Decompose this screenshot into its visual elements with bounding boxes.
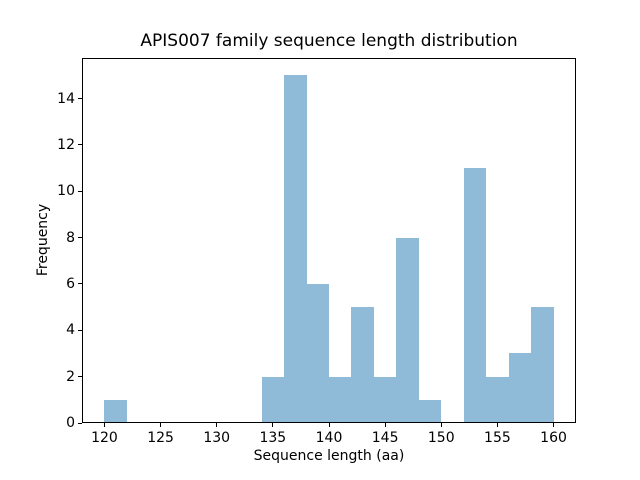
y-tick-mark <box>78 98 82 100</box>
y-tick-label: 0 <box>66 415 75 431</box>
y-tick-label: 12 <box>57 136 75 153</box>
y-tick-mark <box>78 329 82 331</box>
x-tick-mark <box>328 423 330 427</box>
histogram-bar <box>396 237 419 423</box>
x-tick-label: 150 <box>427 430 455 446</box>
axes-frame <box>82 58 576 423</box>
y-tick-label: 14 <box>57 90 75 107</box>
chart-title: APIS007 family sequence length distribut… <box>140 31 518 51</box>
x-tick-label: 130 <box>203 430 231 446</box>
histogram-bar <box>373 376 397 423</box>
plot-area <box>82 58 576 423</box>
x-tick-label: 145 <box>371 430 399 446</box>
x-tick-label: 140 <box>315 430 343 446</box>
x-tick-mark <box>440 423 442 427</box>
x-tick-mark <box>160 423 162 427</box>
histogram-bar <box>329 376 352 423</box>
histogram-bar <box>261 376 285 423</box>
x-tick-label: 120 <box>91 430 118 446</box>
histogram-bar <box>486 376 509 423</box>
histogram-bar <box>418 399 442 423</box>
histogram-bar <box>351 307 374 423</box>
y-tick-mark <box>78 376 82 378</box>
histogram-bar <box>104 399 127 423</box>
histogram-bar <box>306 283 329 423</box>
y-tick-label: 6 <box>66 275 75 292</box>
x-tick-mark <box>216 423 218 427</box>
y-tick-mark <box>78 283 82 285</box>
y-tick-mark <box>78 190 82 192</box>
histogram-bar <box>531 307 554 423</box>
y-tick-label: 8 <box>66 229 75 246</box>
x-tick-mark <box>103 423 105 427</box>
histogram-bar <box>508 353 532 423</box>
x-tick-mark <box>553 423 555 427</box>
x-tick-mark <box>496 423 498 427</box>
x-tick-label: 155 <box>484 430 511 446</box>
x-tick-label: 125 <box>147 430 174 446</box>
y-tick-label: 4 <box>66 322 75 339</box>
x-axis-label: Sequence length (aa) <box>253 448 405 464</box>
x-tick-mark <box>272 423 274 427</box>
x-tick-label: 135 <box>259 430 287 446</box>
histogram-bar <box>284 75 307 423</box>
y-tick-mark <box>78 422 82 424</box>
x-tick-label: 160 <box>540 430 567 446</box>
x-tick-mark <box>384 423 386 427</box>
y-tick-mark <box>78 144 82 146</box>
y-axis-label: Frequency <box>35 203 51 277</box>
histogram-bar <box>463 168 487 423</box>
y-tick-label: 10 <box>57 183 75 200</box>
y-tick-mark <box>78 237 82 239</box>
y-tick-label: 2 <box>66 368 75 385</box>
